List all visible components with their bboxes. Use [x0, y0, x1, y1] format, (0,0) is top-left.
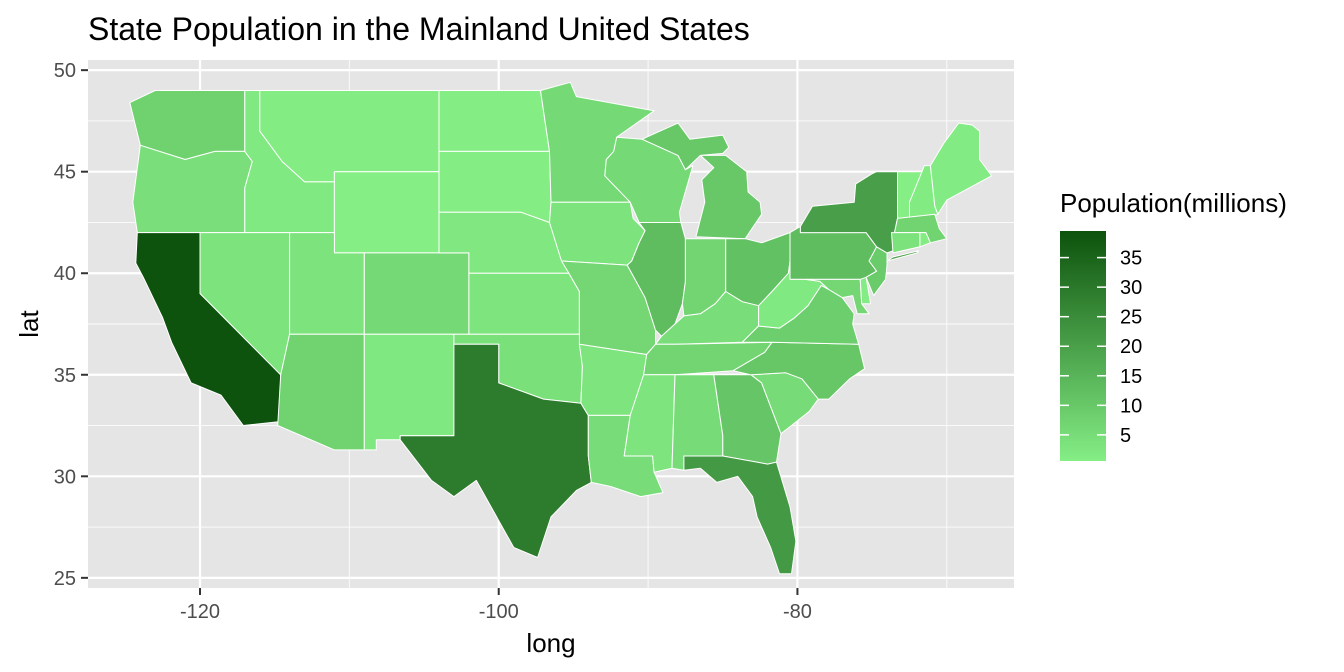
- y-axis-ticks: 25 30 35 40 45 50: [54, 60, 88, 590]
- y-tick-label: 30: [54, 466, 76, 488]
- legend-tick-label: 30: [1120, 277, 1142, 299]
- y-tick-label: 25: [54, 568, 76, 590]
- state-rhode-island: [919, 232, 931, 248]
- state-mississippi: [623, 374, 676, 473]
- state-new-mexico: [363, 333, 455, 451]
- x-tick-label: -80: [783, 601, 812, 623]
- state-michigan: [695, 154, 763, 240]
- y-axis-title: lat: [14, 309, 44, 337]
- state-long-island: [886, 250, 919, 262]
- state-polygons: [129, 81, 993, 575]
- legend-tick-label: 35: [1120, 248, 1142, 270]
- state-texas: [399, 343, 592, 558]
- x-axis-title: long: [526, 628, 575, 658]
- state-kansas: [468, 272, 580, 335]
- y-tick-label: 35: [54, 365, 76, 387]
- chart-title: State Population in the Mainland United …: [88, 11, 750, 47]
- legend-tick-label: 15: [1120, 366, 1142, 388]
- state-florida: [683, 455, 797, 575]
- x-axis-ticks: -120 -100 -80: [180, 588, 812, 623]
- state-maine: [929, 122, 993, 215]
- state-pennsylvania: [789, 226, 878, 280]
- x-tick-label: -100: [479, 601, 519, 623]
- legend-tick-label: 5: [1120, 425, 1131, 447]
- state-michigan-upper-peninsula: [641, 122, 730, 171]
- state-oregon: [132, 144, 253, 234]
- legend-tick-label: 20: [1120, 336, 1142, 358]
- y-tick-label: 50: [54, 60, 76, 82]
- y-tick-label: 45: [54, 162, 76, 184]
- state-iowa: [549, 201, 646, 266]
- x-tick-label: -120: [180, 601, 220, 623]
- legend-tick-label: 10: [1120, 395, 1142, 417]
- state-north-dakota: [438, 90, 550, 152]
- state-north-carolina: [732, 341, 866, 400]
- legend: Population(millions) 5 10 15 20 25 30 35: [1060, 188, 1287, 461]
- state-colorado: [363, 252, 470, 335]
- y-tick-label: 40: [54, 263, 76, 285]
- legend-title: Population(millions): [1060, 188, 1287, 218]
- state-wyoming: [333, 171, 440, 254]
- legend-tick-label: 25: [1120, 307, 1142, 329]
- legend-ticks: 5 10 15 20 25 30 35: [1060, 248, 1142, 447]
